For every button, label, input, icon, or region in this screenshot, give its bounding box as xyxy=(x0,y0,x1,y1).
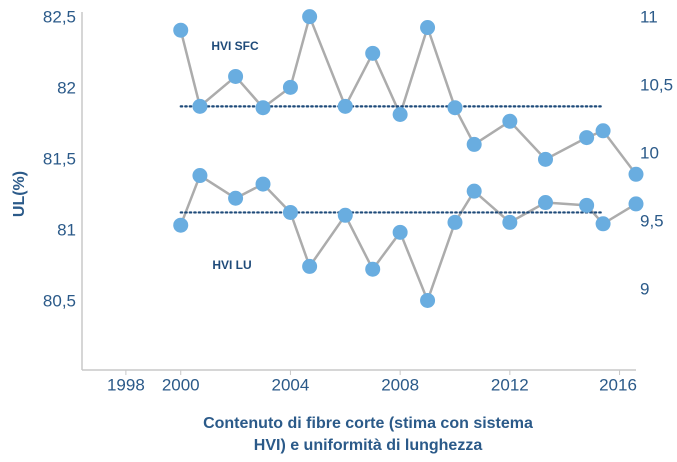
data-point xyxy=(537,151,553,167)
data-point xyxy=(392,224,408,240)
data-point xyxy=(255,176,271,192)
data-point xyxy=(466,183,482,199)
data-point xyxy=(337,98,353,114)
y2-tick-label: 10 xyxy=(640,143,659,162)
data-point xyxy=(502,214,518,230)
data-point xyxy=(502,113,518,129)
data-point xyxy=(365,261,381,277)
data-point xyxy=(365,45,381,61)
data-point xyxy=(255,100,271,116)
data-point xyxy=(392,106,408,122)
data-point xyxy=(173,22,189,38)
x-tick-label: 2004 xyxy=(272,375,310,394)
x-tick-label: 2016 xyxy=(599,375,637,394)
data-point xyxy=(192,98,208,114)
data-point xyxy=(228,68,244,84)
data-point xyxy=(192,168,208,184)
x-tick-label: 1998 xyxy=(107,375,145,394)
x-tick-label: 2000 xyxy=(162,375,200,394)
data-point xyxy=(595,123,611,139)
data-point xyxy=(282,204,298,220)
data-point xyxy=(302,258,318,274)
y2-tick-label: 9 xyxy=(640,279,649,298)
data-point xyxy=(537,195,553,211)
x-tick-label: 2012 xyxy=(491,375,529,394)
data-point xyxy=(228,190,244,206)
data-point xyxy=(579,130,595,146)
series-line xyxy=(179,173,637,304)
data-point xyxy=(302,9,318,25)
x-tick-label: 2008 xyxy=(381,375,419,394)
y-tick-label: 81 xyxy=(57,220,76,239)
data-point xyxy=(337,207,353,223)
data-point xyxy=(628,196,644,212)
data-point xyxy=(420,20,436,36)
y-tick-label: 82 xyxy=(57,78,76,97)
data-point xyxy=(466,136,482,152)
y2-tick-label: 10,5 xyxy=(640,75,673,94)
series-label: HVI LU xyxy=(212,258,251,272)
y-tick-label: 81,5 xyxy=(43,149,76,168)
data-point xyxy=(579,197,595,213)
data-point xyxy=(447,214,463,230)
data-point xyxy=(420,292,436,308)
y2-tick-label: 9,5 xyxy=(640,211,664,230)
y-tick-label: 80,5 xyxy=(43,291,76,310)
y-tick-label: 82,5 xyxy=(43,7,76,26)
series-label: HVI SFC xyxy=(211,39,259,53)
chart-title: HVI) e uniformità di lunghezza xyxy=(254,437,483,454)
data-point xyxy=(595,216,611,232)
data-point xyxy=(173,217,189,233)
data-point xyxy=(447,100,463,116)
y2-tick-label: 11 xyxy=(640,7,658,26)
chart-title: Contenuto di fibre corte (stima con sist… xyxy=(203,415,533,432)
data-point xyxy=(282,79,298,95)
data-point xyxy=(628,166,644,182)
y-axis-label: UL(%) xyxy=(11,171,28,217)
